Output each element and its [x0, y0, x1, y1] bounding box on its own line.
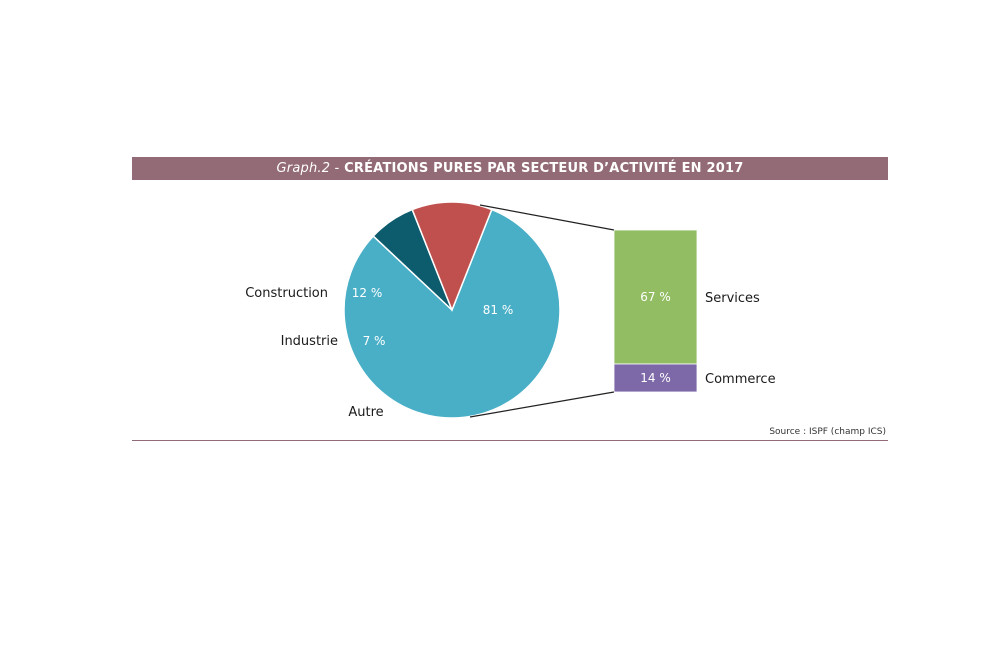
bar-label-commerce: Commerce	[705, 372, 776, 387]
stacked-bar-chart: 67 % Services 14 % Commerce	[613, 229, 776, 393]
pie-label-autre: Autre	[348, 405, 383, 420]
connector-top	[479, 204, 615, 231]
pie-value-industrie: 7 %	[363, 334, 386, 348]
pie-slice-construction	[411, 201, 493, 313]
bar-label-services: Services	[705, 291, 760, 306]
pie-label-industrie: Industrie	[281, 334, 338, 349]
bottom-divider	[132, 440, 888, 441]
pie-value-autre: 81 %	[483, 303, 514, 317]
chart-title: Graph.2 - CRÉATIONS PURES PAR SECTEUR D’…	[132, 157, 888, 180]
pie-label-construction: Construction	[245, 286, 328, 301]
bar-value-commerce: 14 %	[640, 371, 671, 385]
bar-segment-commerce	[613, 363, 698, 393]
bar-segment-services	[613, 229, 698, 365]
pie-value-construction: 12 %	[352, 286, 383, 300]
chart-title-main: CRÉATIONS PURES PAR SECTEUR D’ACTIVITÉ E…	[344, 161, 744, 176]
pie-slice-autre	[343, 208, 561, 419]
pie-chart: Autre 81 % Construction 12 % Industrie 7 %	[245, 201, 561, 420]
source-note: Source : ISPF (champ ICS)	[769, 427, 886, 437]
connector-bottom	[469, 391, 615, 418]
connector-lines	[469, 204, 615, 418]
bar-value-services: 67 %	[640, 290, 671, 304]
chart-title-prefix: Graph.2 -	[276, 161, 340, 176]
